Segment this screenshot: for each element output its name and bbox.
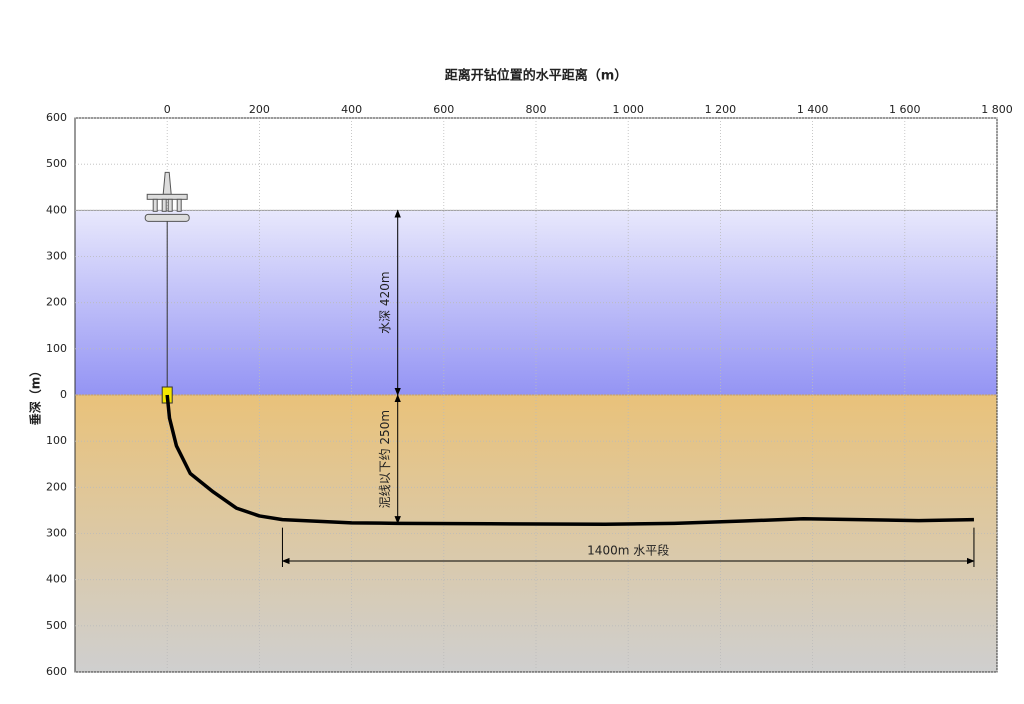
- x-tick-label: 1 400: [797, 103, 829, 116]
- y-tick-label: 300: [46, 250, 67, 263]
- x-tick-label: 1 000: [612, 103, 644, 116]
- y-tick-label: 100: [46, 342, 67, 355]
- y-tick-label: 500: [46, 619, 67, 632]
- annotation: 泥线以下约 250m: [377, 410, 392, 508]
- grid: [75, 117, 998, 673]
- rig-part: [144, 213, 190, 222]
- x-tick-label: 1 200: [705, 103, 737, 116]
- foreground: 0 200 400 600 800 1 000 1 200 1 400 1 600 1 800 60…: [46, 103, 1013, 678]
- x-tick-label: 400: [341, 103, 362, 116]
- y-tick-label: 100: [46, 434, 67, 447]
- x-tick-label: 200: [249, 103, 270, 116]
- y-tick-label: 300: [46, 527, 67, 540]
- rig-part: [167, 198, 173, 212]
- rig-part: [146, 193, 188, 200]
- y-tick-label: 200: [46, 480, 67, 493]
- rig-part: [161, 198, 167, 212]
- y-tick-label: 600: [46, 111, 67, 124]
- y-tick-label: 500: [46, 157, 67, 170]
- x-tick-label: 1 600: [889, 103, 921, 116]
- y-axis-label: 垂深（m）: [28, 365, 43, 426]
- x-tick-label: 0: [164, 103, 171, 116]
- y-tick-label: 0: [60, 388, 67, 401]
- rig-icon: [144, 171, 190, 395]
- annotation: 水深 420m: [378, 271, 392, 333]
- x-tick-label: 1 800: [981, 103, 1013, 116]
- x-tick-label: 800: [526, 103, 547, 116]
- y-tick-label: 200: [46, 296, 67, 309]
- rig-part: [176, 198, 182, 212]
- rig-part: [162, 171, 172, 195]
- rig-part: [152, 198, 158, 212]
- y-tick-label: 400: [46, 573, 67, 586]
- y-tick-label: 400: [46, 203, 67, 216]
- x-tick-label: 600: [433, 103, 454, 116]
- well-trajectory: [165, 394, 974, 527]
- x-axis-label: 距离开钻位置的水平距离（m）: [445, 68, 628, 84]
- y-tick-label: 600: [46, 665, 67, 678]
- annotation: 1400m 水平段: [587, 543, 669, 558]
